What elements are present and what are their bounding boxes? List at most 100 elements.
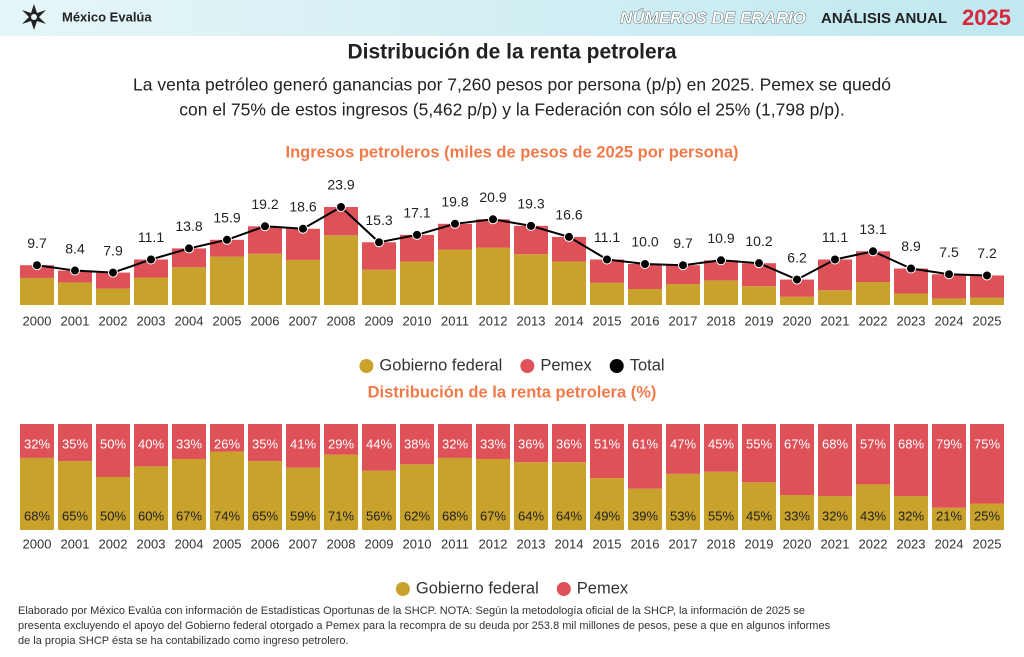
data-label: 64% [518, 508, 544, 523]
bar-segment [894, 496, 928, 530]
data-label: 36% [518, 436, 544, 451]
data-label: 19.3 [517, 196, 544, 212]
data-label: 9.7 [673, 235, 693, 251]
data-label: 9.7 [27, 235, 47, 251]
bar-segment [628, 424, 662, 489]
x-tick-label: 2014 [555, 313, 584, 328]
bar-segment [20, 457, 54, 530]
x-tick-label: 2023 [897, 536, 926, 551]
data-label: 51% [594, 436, 620, 451]
data-label: 41% [290, 436, 316, 451]
legend: Gobierno federal Pemex [395, 579, 629, 597]
data-label: 68% [822, 436, 848, 451]
series-name: NÚMEROS DE ERARIO [620, 8, 806, 27]
data-label: 68% [24, 508, 50, 523]
bar-segment [742, 263, 776, 287]
bar-segment [400, 464, 434, 530]
bar-segment [210, 424, 244, 452]
x-tick-label: 2011 [441, 313, 469, 328]
bar-segment [362, 470, 396, 530]
legend-label: Pemex [540, 356, 592, 374]
bar-segment [96, 288, 130, 305]
bar-segment [780, 279, 814, 297]
bar-segment [742, 286, 776, 305]
x-tick-label: 2024 [935, 313, 964, 328]
bar-segment [742, 424, 776, 483]
data-label: 8.4 [65, 240, 85, 256]
bar-segment [286, 259, 320, 305]
bar-segment [666, 265, 700, 285]
bar-segment [172, 458, 206, 530]
total-point [982, 270, 992, 281]
x-tick-label: 2022 [859, 536, 888, 551]
bar-segment [552, 424, 586, 463]
bar-segment [134, 424, 168, 467]
x-tick-label: 2004 [175, 536, 204, 551]
total-point [754, 258, 764, 269]
bar-segment [514, 424, 548, 463]
total-point [222, 234, 232, 245]
x-tick-label: 2001 [61, 536, 90, 551]
bar-segment [476, 424, 510, 459]
bar-segment [590, 424, 624, 479]
data-label: 19.8 [441, 194, 468, 210]
bar-segment [970, 275, 1004, 298]
bar-segment [894, 424, 928, 497]
total-point [564, 231, 574, 242]
bar-segment [818, 424, 852, 497]
bar-segment [704, 280, 738, 305]
header-label: ANÁLISIS ANUAL [821, 10, 947, 27]
brand-name: México Evalúa [62, 9, 152, 24]
data-label: 32% [898, 508, 924, 523]
x-tick-label: 2006 [251, 313, 280, 328]
x-tick-label: 2015 [593, 536, 622, 551]
bar-segment [248, 461, 282, 530]
legend-label: Gobierno federal [416, 579, 539, 597]
total-point [32, 260, 42, 271]
total-point [374, 237, 384, 248]
data-label: 10.0 [631, 234, 658, 250]
data-label: 56% [366, 508, 392, 523]
x-tick-label: 2012 [479, 313, 508, 328]
data-label: 61% [632, 436, 658, 451]
x-tick-label: 2021 [821, 313, 850, 328]
data-label: 68% [898, 436, 924, 451]
data-label: 50% [100, 508, 126, 523]
bar-segment [438, 424, 472, 458]
data-label: 21% [936, 508, 962, 523]
x-tick-label: 2009 [365, 313, 394, 328]
bar-segment [590, 259, 624, 283]
total-point [412, 229, 422, 240]
legend-label: Pemex [577, 579, 629, 597]
bar-segment [248, 424, 282, 462]
data-label: 47% [670, 436, 696, 451]
bar-segment [96, 424, 130, 477]
data-label: 74% [214, 508, 240, 523]
data-label: 79% [936, 436, 962, 451]
bar-segment [780, 296, 814, 305]
data-label: 67% [176, 508, 202, 523]
header-bar [0, 0, 1024, 36]
data-label: 43% [860, 508, 886, 523]
legend-label: Total [630, 356, 665, 374]
footnote-line: presenta excluyendo el apoyo del Gobiern… [18, 620, 831, 632]
bar-segment [476, 458, 510, 530]
legend-marker [359, 359, 374, 373]
footnote-line: de la propia SHCP ésta se ha contabiliza… [18, 635, 349, 647]
data-label: 32% [442, 436, 468, 451]
total-point [716, 255, 726, 266]
chart-title: Ingresos petroleros (miles de pesos de 2… [286, 143, 739, 161]
data-label: 40% [138, 436, 164, 451]
x-tick-label: 2003 [137, 313, 166, 328]
legend-label: Gobierno federal [379, 356, 502, 374]
bar-segment [856, 484, 890, 530]
total-point [792, 274, 802, 285]
page-title: Distribución de la renta petrolera [347, 41, 676, 64]
bar-segment [58, 424, 92, 462]
bar-segment [400, 424, 434, 465]
x-tick-label: 2005 [213, 536, 242, 551]
bar-segment [96, 477, 130, 530]
x-tick-label: 2009 [365, 536, 394, 551]
x-tick-label: 2001 [61, 313, 90, 328]
